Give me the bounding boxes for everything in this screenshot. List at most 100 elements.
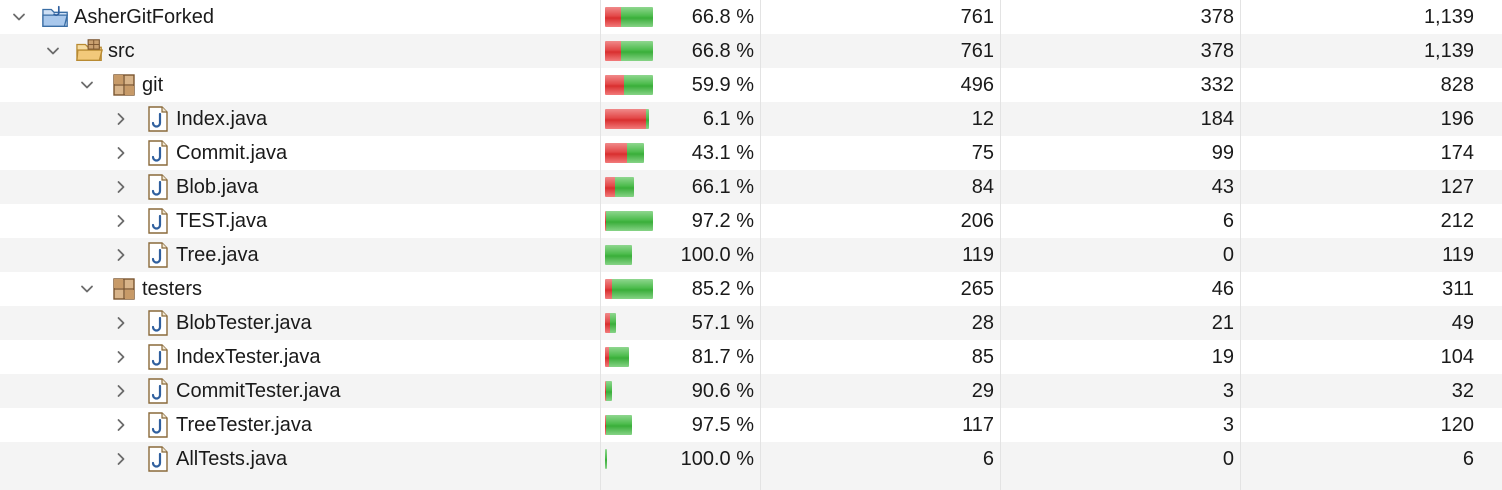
- coverage-bar-missed: [605, 75, 624, 95]
- chevron-right-icon[interactable]: [110, 108, 132, 130]
- tree-row[interactable]: src 66.8 % 761 378 1,139: [0, 34, 1502, 68]
- chevron-right-icon[interactable]: [110, 142, 132, 164]
- total-instructions-cell: 32: [1240, 374, 1480, 408]
- covered-instructions-cell: 28: [760, 306, 1000, 340]
- chevron-down-icon[interactable]: [42, 40, 64, 62]
- missed-instructions: 332: [1200, 74, 1234, 96]
- coverage-bar: [605, 245, 632, 265]
- element-name: testers: [142, 278, 203, 300]
- tree-row[interactable]: BlobTester.java 57.1 % 28 21 49: [0, 306, 1502, 340]
- covered-instructions: 761: [960, 6, 994, 28]
- missed-instructions-cell: 378: [1000, 34, 1240, 68]
- total-instructions-cell: 1,139: [1240, 0, 1480, 34]
- total-instructions: 174: [1440, 142, 1474, 164]
- chevron-right-icon[interactable]: [110, 244, 132, 266]
- java-file-icon: [144, 412, 172, 438]
- tree-row[interactable]: TreeTester.java 97.5 % 117 3 120: [0, 408, 1502, 442]
- covered-instructions-cell: 6: [760, 442, 1000, 476]
- chevron-right-icon[interactable]: [110, 312, 132, 334]
- missed-instructions-cell: 0: [1000, 238, 1240, 272]
- java-file-icon: [144, 242, 172, 268]
- covered-instructions: 29: [971, 380, 994, 402]
- total-instructions: 127: [1440, 176, 1474, 198]
- coverage-bar-missed: [605, 211, 606, 231]
- covered-instructions: 75: [971, 142, 994, 164]
- missed-instructions: 19: [1211, 346, 1234, 368]
- total-instructions: 1,139: [1423, 40, 1474, 62]
- chevron-right-icon[interactable]: [110, 414, 132, 436]
- element-name-cell: Tree.java: [0, 238, 600, 272]
- covered-instructions-cell: 761: [760, 0, 1000, 34]
- chevron-right-icon[interactable]: [110, 448, 132, 470]
- covered-instructions-cell: 12: [760, 102, 1000, 136]
- coverage-bar-covered: [627, 143, 644, 163]
- total-instructions-cell: 1,139: [1240, 34, 1480, 68]
- element-name-cell: AsherGitForked: [0, 0, 600, 34]
- covered-instructions: 761: [960, 40, 994, 62]
- covered-instructions: 206: [960, 210, 994, 232]
- element-name-cell: BlobTester.java: [0, 306, 600, 340]
- coverage-bar-covered: [621, 41, 653, 61]
- missed-instructions-cell: 378: [1000, 0, 1240, 34]
- tree-row[interactable]: testers 85.2 % 265 46 311: [0, 272, 1502, 306]
- element-name: BlobTester.java: [176, 312, 312, 334]
- coverage-bar: [605, 177, 634, 197]
- covered-instructions: 265: [960, 278, 994, 300]
- element-name-cell: CommitTester.java: [0, 374, 600, 408]
- coverage-bar: [605, 7, 653, 27]
- coverage-cell: 100.0 %: [600, 442, 760, 476]
- total-instructions: 828: [1440, 74, 1474, 96]
- coverage-bar-covered: [606, 415, 632, 435]
- tree-row[interactable]: TEST.java 97.2 % 206 6 212: [0, 204, 1502, 238]
- missed-instructions: 3: [1222, 380, 1234, 402]
- coverage-percent: 81.7 %: [691, 346, 754, 368]
- coverage-percent: 57.1 %: [691, 312, 754, 334]
- covered-instructions-cell: 206: [760, 204, 1000, 238]
- missed-instructions-cell: 19: [1000, 340, 1240, 374]
- tree-row[interactable]: AllTests.java 100.0 % 6 0 6: [0, 442, 1502, 476]
- tree-row[interactable]: Tree.java 100.0 % 119 0 119: [0, 238, 1502, 272]
- coverage-percent: 97.5 %: [691, 414, 754, 436]
- chevron-right-icon[interactable]: [110, 380, 132, 402]
- coverage-bar: [605, 143, 644, 163]
- element-name: git: [142, 74, 164, 96]
- chevron-down-icon[interactable]: [8, 6, 30, 28]
- coverage-cell: 97.5 %: [600, 408, 760, 442]
- total-instructions: 212: [1440, 210, 1474, 232]
- coverage-bar-covered: [610, 313, 616, 333]
- coverage-cell: 66.8 %: [600, 34, 760, 68]
- tree-row[interactable]: Blob.java 66.1 % 84 43 127: [0, 170, 1502, 204]
- total-instructions: 49: [1451, 312, 1474, 334]
- total-instructions: 311: [1442, 278, 1474, 300]
- missed-instructions-cell: 46: [1000, 272, 1240, 306]
- missed-instructions-cell: 332: [1000, 68, 1240, 102]
- chevron-right-icon[interactable]: [110, 176, 132, 198]
- element-name-cell: IndexTester.java: [0, 340, 600, 374]
- total-instructions: 104: [1440, 346, 1474, 368]
- element-name-cell: testers: [0, 272, 600, 306]
- column-separator: [1000, 0, 1001, 490]
- java-project-icon: [42, 4, 70, 30]
- tree-row[interactable]: CommitTester.java 90.6 % 29 3 32: [0, 374, 1502, 408]
- total-instructions-cell: 311: [1240, 272, 1480, 306]
- tree-row[interactable]: AsherGitForked 66.8 % 761 378 1,139: [0, 0, 1502, 34]
- tree-row[interactable]: Index.java 6.1 % 12 184 196: [0, 102, 1502, 136]
- tree-row[interactable]: Commit.java 43.1 % 75 99 174: [0, 136, 1502, 170]
- covered-instructions: 28: [971, 312, 994, 334]
- chevron-right-icon[interactable]: [110, 346, 132, 368]
- total-instructions-cell: 212: [1240, 204, 1480, 238]
- chevron-down-icon[interactable]: [76, 278, 98, 300]
- coverage-bar: [605, 313, 616, 333]
- coverage-percent: 66.8 %: [691, 40, 754, 62]
- element-name-cell: Commit.java: [0, 136, 600, 170]
- tree-row[interactable]: IndexTester.java 81.7 % 85 19 104: [0, 340, 1502, 374]
- total-instructions-cell: 104: [1240, 340, 1480, 374]
- element-name: src: [108, 40, 135, 62]
- coverage-percent: 59.9 %: [691, 74, 754, 96]
- tree-row[interactable]: git 59.9 % 496 332 828: [0, 68, 1502, 102]
- chevron-right-icon[interactable]: [110, 210, 132, 232]
- chevron-down-icon[interactable]: [76, 74, 98, 96]
- missed-instructions-cell: 0: [1000, 442, 1240, 476]
